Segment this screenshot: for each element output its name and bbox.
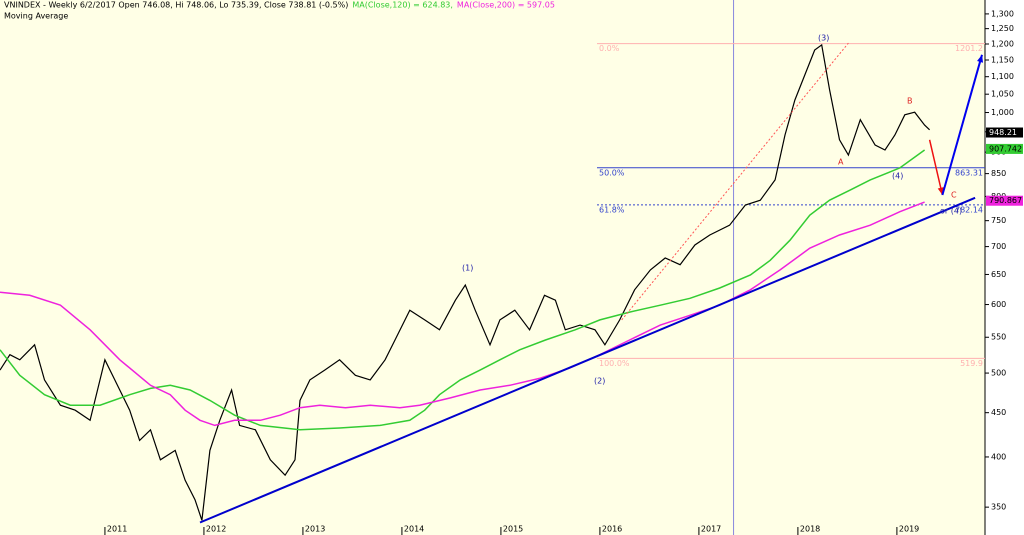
- x-tick-label: 2017: [701, 525, 721, 534]
- x-tick-label: 2012: [206, 525, 226, 534]
- y-tick-label: 1,050: [991, 90, 1014, 99]
- wave-label: (3): [818, 34, 829, 43]
- x-tick-label: 2019: [899, 525, 919, 534]
- trendline: [928, 139, 944, 196]
- y-tick-label: 1,300: [991, 9, 1014, 18]
- fib-value: 782.14: [955, 205, 983, 214]
- fib-label: 0.0%: [599, 44, 620, 53]
- trendline: [199, 196, 976, 524]
- series-label: MA(Close,200) = 597.05: [457, 1, 555, 10]
- y-tick-label: 500: [991, 369, 1006, 378]
- y-tick-label: 350: [991, 503, 1006, 512]
- wave-label: (1): [462, 264, 473, 273]
- y-tick-label: 650: [991, 270, 1006, 279]
- value-badge-label: 907.742: [989, 144, 1022, 153]
- plot-background: [0, 0, 985, 535]
- chart-subtitle: Moving Average: [4, 12, 68, 21]
- x-tick-label: 2014: [404, 525, 424, 534]
- fib-value: 519.9: [960, 359, 983, 368]
- wave-label: B: [907, 97, 913, 106]
- y-tick-label: 600: [991, 300, 1006, 309]
- x-tick-label: 2011: [107, 525, 127, 534]
- x-tick-label: 2016: [602, 525, 622, 534]
- y-tick-label: 1,150: [991, 55, 1014, 64]
- wave-label: A: [838, 158, 844, 167]
- x-tick-label: 2013: [305, 525, 325, 534]
- y-tick-label: 1,200: [991, 39, 1014, 48]
- fib-label: 61.8%: [599, 205, 625, 214]
- axis-background: [985, 0, 1024, 535]
- y-tick-label: 1,250: [991, 24, 1014, 33]
- arrow-head: [977, 54, 984, 63]
- series-line: [0, 149, 926, 431]
- fib-value: 1201.2: [955, 44, 983, 53]
- y-tick-label: 1,100: [991, 72, 1014, 81]
- value-badge-label: 948.21: [989, 128, 1017, 137]
- y-tick-label: 700: [991, 242, 1006, 251]
- y-tick-label: 750: [991, 216, 1006, 225]
- series-line: [0, 43, 931, 521]
- y-tick-label: 450: [991, 408, 1006, 417]
- wave-label: (2): [594, 377, 605, 386]
- trendline: [941, 54, 983, 196]
- wave-label: C: [951, 191, 957, 200]
- y-tick-label: 1,000: [991, 108, 1014, 117]
- y-tick-label: 550: [991, 333, 1006, 342]
- fib-label: 100.0%: [599, 359, 630, 368]
- wave-label: (4): [892, 172, 903, 181]
- fib-label: 50.0%: [599, 168, 625, 177]
- x-tick-label: 2018: [800, 525, 820, 534]
- value-badge: [986, 127, 1023, 138]
- series-line: [0, 201, 925, 427]
- fib-value: 863.31: [955, 168, 983, 177]
- value-badge: [986, 195, 1023, 206]
- x-tick-label: 2015: [503, 525, 523, 534]
- value-badge: [986, 143, 1023, 154]
- y-tick-label: 850: [991, 169, 1006, 178]
- wave-label: or (4): [940, 207, 962, 216]
- series-label: MA(Close,120) = 624.83,: [352, 1, 453, 10]
- series-label: VNINDEX - Weekly 6/2/2017 Open 746.08, H…: [4, 1, 348, 10]
- y-tick-label: 400: [991, 452, 1006, 461]
- value-badge-label: 790.867: [989, 196, 1022, 205]
